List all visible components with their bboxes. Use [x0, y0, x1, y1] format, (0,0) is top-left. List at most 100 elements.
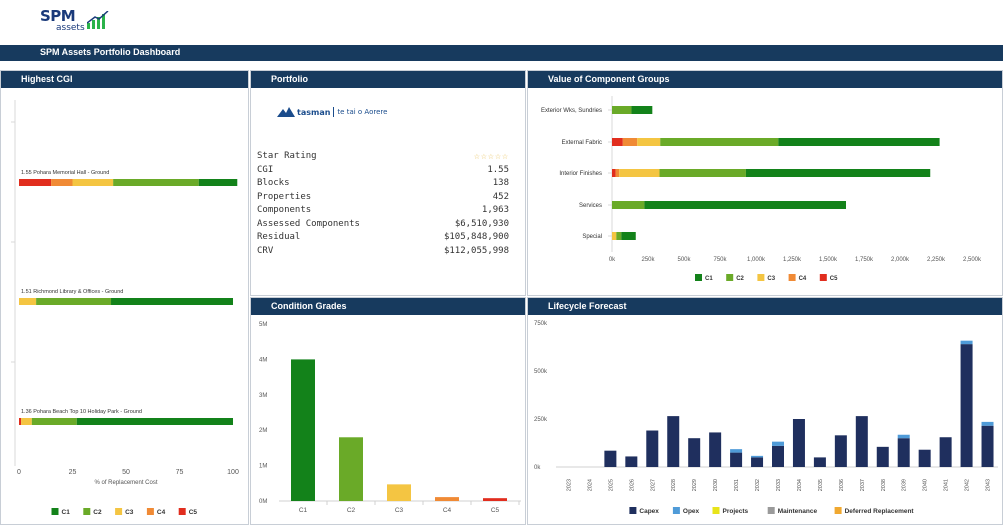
forecast-bar-segment: [834, 435, 847, 467]
x-tick-label: C4: [443, 507, 452, 514]
portfolio-row-value: 452: [492, 191, 509, 202]
portfolio-panel: Portfolio tasman te tai o Aorere Star Ra…: [250, 70, 526, 296]
legend-label: C2: [93, 509, 102, 516]
x-tick-label: 50: [122, 469, 130, 476]
legend-label: C1: [705, 276, 713, 282]
condition-bar: [435, 497, 459, 501]
stacked-bar-segment: [745, 169, 931, 177]
legend-swatch: [695, 274, 702, 281]
portfolio-summary-table: Star Rating ☆☆☆☆☆ CGI 1.55 Blocks 138 Properti…: [257, 151, 509, 259]
portfolio-row: Properties 452: [257, 192, 509, 206]
forecast-bar-segment: [667, 416, 680, 467]
x-tick-label: C5: [491, 507, 500, 514]
stacked-bar-segment: [616, 232, 622, 240]
forecast-bar-segment: [792, 419, 805, 467]
x-tick-label: C3: [395, 507, 404, 514]
star-rating-icons: ☆☆☆☆☆: [473, 151, 509, 162]
bar-category-label: External Fabric: [562, 140, 602, 146]
portfolio-row: Components 1,963: [257, 205, 509, 219]
legend-swatch: [788, 274, 796, 281]
stacked-bar-segment: [76, 418, 233, 425]
x-tick-label: 2027: [650, 479, 656, 491]
panel-title: Condition Grades: [251, 298, 525, 315]
legend-label: Opex: [683, 508, 700, 515]
legend-label: Deferred Replacement: [845, 508, 915, 515]
bar-category-label: Exterior Wks, Sundries: [541, 108, 602, 114]
x-tick-label: 2040: [923, 479, 929, 491]
y-tick-label: 4M: [259, 357, 267, 363]
condition-bar: [483, 498, 507, 501]
x-tick-label: 2028: [671, 479, 677, 491]
y-tick-label: 3M: [259, 393, 267, 399]
legend-swatch: [115, 508, 123, 515]
portfolio-row: Residual $105,848,900: [257, 232, 509, 246]
x-tick-label: 2034: [797, 479, 803, 491]
legend-label: Projects: [723, 508, 749, 515]
x-tick-label: 2041: [944, 479, 950, 491]
portfolio-row-value: $105,848,900: [443, 232, 509, 242]
tasman-mountain-icon: [277, 107, 295, 117]
stacked-bar-segment: [19, 179, 52, 186]
spm-assets-logo[interactable]: SPM assets: [40, 7, 109, 33]
bar-category-label: 1.51 Richmond Library & Offices - Ground: [21, 289, 123, 295]
forecast-bar-segment: [855, 416, 868, 467]
portfolio-row-value: $6,510,930: [454, 218, 509, 229]
x-tick-label: 1,500k: [819, 257, 838, 263]
logo-main-text: SPM: [40, 7, 76, 25]
x-tick-label: 2035: [818, 479, 824, 491]
x-tick-label: 100: [227, 469, 239, 476]
forecast-bar-segment: [897, 434, 910, 439]
x-tick-label: 1,000k: [747, 257, 766, 263]
stacked-bar-segment: [21, 418, 32, 425]
dashboard-title: SPM Assets Portfolio Dashboard: [0, 45, 1003, 61]
portfolio-row-label: Blocks: [257, 178, 290, 188]
forecast-bar-segment: [730, 452, 743, 467]
x-tick-label: 2026: [629, 479, 635, 491]
legend-label: C3: [767, 276, 775, 282]
panel-title: Highest CGI: [1, 71, 248, 88]
condition-grades-panel: Condition Grades 0M 1M 2M 3M 4M 5M C1 C2 C3 C4 C5: [250, 297, 526, 525]
panel-title: Value of Component Groups: [528, 71, 1002, 88]
lifecycle-chart: 0k 250k 500k 750k 2023 2024 2025 2026 2027 2028 20…: [534, 321, 998, 515]
x-tick-label: 2023: [566, 479, 572, 491]
y-tick-label: 500k: [534, 369, 548, 375]
stacked-bar-segment: [36, 298, 112, 305]
forecast-bar-segment: [772, 441, 784, 446]
stacked-bar-segment: [659, 169, 746, 177]
highest-cgi-chart: 1.55 Pohara Memorial Hall - Ground 1.51 R…: [11, 100, 239, 516]
stacked-bar-segment: [612, 232, 617, 240]
forecast-bar-segment: [646, 430, 659, 467]
stacked-bar-segment: [612, 169, 616, 177]
x-tick-label: 2039: [902, 479, 908, 491]
tasman-logo-name: tasman: [297, 107, 331, 117]
legend-label: C4: [799, 276, 807, 282]
forecast-bar-segment: [918, 449, 931, 467]
bar-category-label: 1.36 Pohara Beach Top 10 Holiday Park - …: [21, 409, 142, 415]
x-tick-label: 75: [176, 469, 184, 476]
stacked-bar-segment: [612, 201, 645, 209]
portfolio-row-label: CRV: [257, 245, 274, 256]
x-tick-label: 25: [69, 469, 77, 476]
x-tick-label: 2031: [734, 479, 740, 491]
legend-label: C2: [736, 276, 744, 282]
forecast-bar-segment: [751, 455, 764, 458]
forecast-bar-segment: [688, 438, 701, 467]
y-tick-label: 2M: [259, 428, 267, 434]
x-tick-label: C1: [299, 507, 308, 514]
stacked-bar-segment: [615, 169, 620, 177]
legend-swatch: [819, 274, 827, 281]
stacked-bar-segment: [198, 179, 238, 186]
stacked-bar-segment: [19, 298, 37, 305]
y-tick-label: 750k: [534, 321, 548, 327]
legend-label: C5: [830, 276, 838, 282]
x-tick-label: 2038: [881, 479, 887, 491]
stacked-bar-segment: [778, 138, 940, 146]
stacked-bar-segment: [660, 138, 779, 146]
portfolio-row-label: Star Rating: [257, 151, 317, 161]
lifecycle-panel: Lifecycle Forecast 0k 250k 500k 750k 2023 202…: [527, 297, 1003, 525]
x-tick-label: 2036: [839, 479, 845, 491]
highest-cgi-panel: Highest CGI 1.55 Pohara Memorial Hall - …: [0, 70, 249, 525]
x-tick-label: 2025: [608, 479, 614, 491]
forecast-bar-segment: [709, 432, 722, 467]
x-tick-label: 750k: [713, 257, 727, 263]
